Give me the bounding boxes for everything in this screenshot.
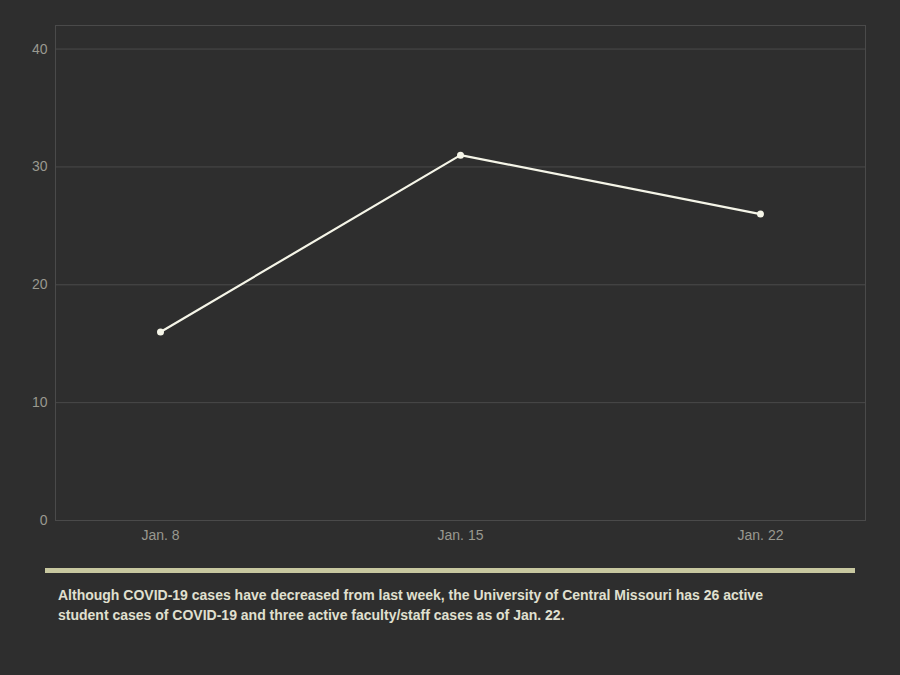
svg-text:0: 0 bbox=[40, 512, 48, 528]
svg-text:Jan. 15: Jan. 15 bbox=[438, 527, 484, 543]
svg-text:20: 20 bbox=[32, 276, 48, 292]
svg-text:30: 30 bbox=[32, 158, 48, 174]
svg-text:10: 10 bbox=[32, 394, 48, 410]
html-text:student cases of COVID-19 and: student cases of COVID-19 and three acti… bbox=[58, 607, 565, 623]
html-text:Although COVID-19 cases have d: Although COVID-19 cases have decreased f… bbox=[58, 587, 763, 603]
svg-text:Jan. 8: Jan. 8 bbox=[141, 527, 179, 543]
svg-text:40: 40 bbox=[32, 41, 48, 57]
svg-text:Jan. 22: Jan. 22 bbox=[738, 527, 784, 543]
